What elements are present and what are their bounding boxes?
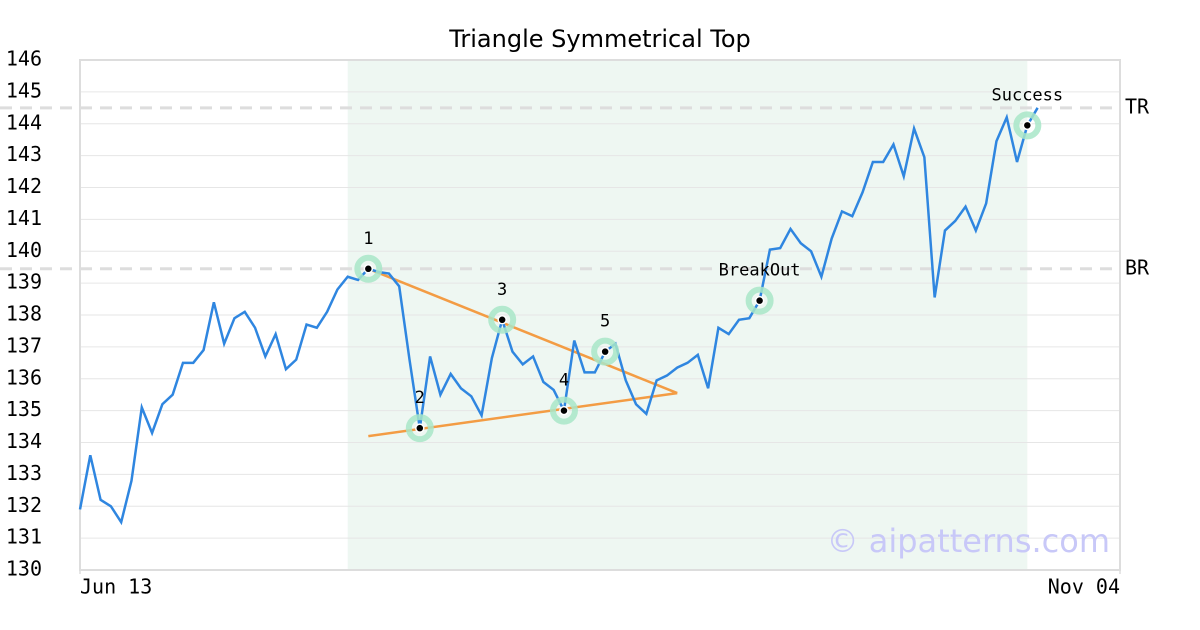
point-halo xyxy=(549,396,578,425)
reference-label: BR xyxy=(1125,255,1150,279)
y-tick-label: 131 xyxy=(6,525,42,549)
watermark: © aipatterns.com xyxy=(827,522,1110,560)
point-label: 2 xyxy=(415,388,425,408)
y-tick-label: 143 xyxy=(6,142,42,166)
y-tick-label: 137 xyxy=(6,333,42,357)
plot-frame xyxy=(79,59,1121,571)
point-dot xyxy=(559,405,569,416)
y-tick-label: 141 xyxy=(6,206,42,230)
point-label: 1 xyxy=(363,229,373,249)
point-dot xyxy=(1022,120,1033,131)
point-dot xyxy=(600,346,610,357)
y-tick-label: 133 xyxy=(6,461,42,485)
point-halo xyxy=(745,286,774,315)
chart-title: Triangle Symmetrical Top xyxy=(448,25,751,53)
point-halo xyxy=(354,254,383,283)
y-tick-label: 146 xyxy=(6,47,42,71)
point-halo xyxy=(488,305,517,334)
point-dot xyxy=(497,315,507,325)
point-label: 3 xyxy=(497,280,507,300)
triangle-line xyxy=(367,267,678,395)
x-tick-label: Jun 13 xyxy=(80,575,152,599)
y-tick-label: 136 xyxy=(6,365,42,389)
point-halo xyxy=(1013,111,1042,140)
point-label: Success xyxy=(991,85,1063,105)
reference-label: TR xyxy=(1125,94,1150,118)
y-tick-label: 135 xyxy=(6,397,42,421)
y-tick-label: 130 xyxy=(6,557,42,581)
point-label: 5 xyxy=(600,312,610,332)
y-tick-label: 139 xyxy=(6,270,42,294)
x-tick-label: Nov 04 xyxy=(1048,575,1120,599)
y-tick-label: 132 xyxy=(6,493,42,517)
y-tick-label: 140 xyxy=(6,238,42,262)
y-tick-label: 134 xyxy=(6,429,42,453)
point-dot xyxy=(754,295,765,306)
point-halo xyxy=(405,414,434,443)
point-dot xyxy=(415,423,425,433)
y-tick-label: 138 xyxy=(6,302,42,326)
point-halo xyxy=(591,337,620,366)
point-dot xyxy=(363,264,374,274)
point-label: 4 xyxy=(559,371,569,391)
y-tick-label: 145 xyxy=(6,78,42,102)
y-tick-label: 142 xyxy=(6,174,42,198)
y-tick-label: 144 xyxy=(6,110,42,134)
point-label: BreakOut xyxy=(719,261,801,281)
